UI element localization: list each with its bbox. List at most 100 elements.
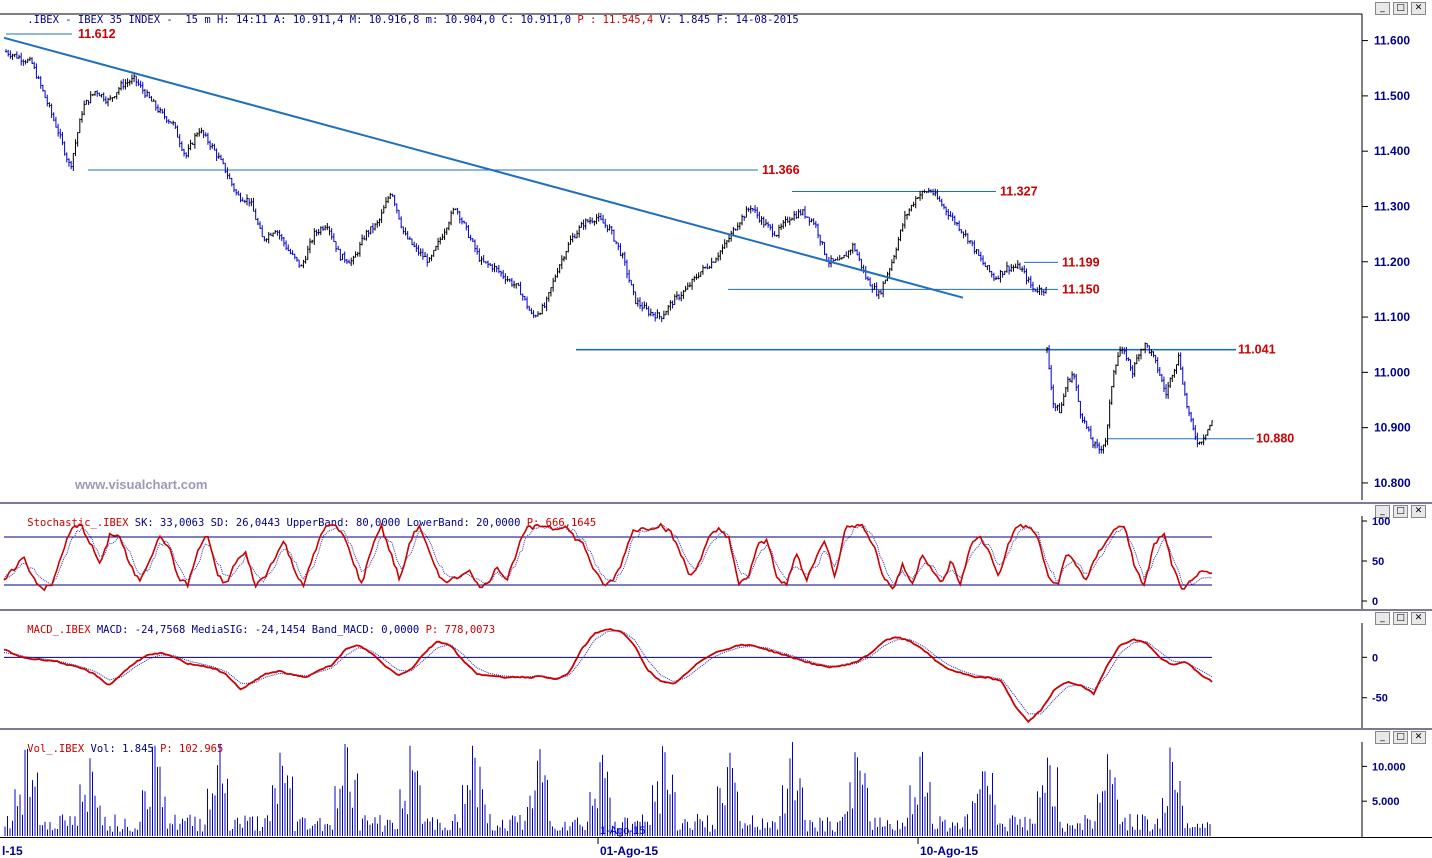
candle — [552, 277, 555, 292]
candle — [452, 207, 455, 215]
candle — [85, 99, 88, 105]
maximize-button[interactable]: □ — [1393, 731, 1408, 744]
candle — [782, 219, 785, 229]
candle — [652, 311, 655, 317]
candle — [193, 132, 196, 149]
candle — [990, 270, 993, 278]
candle — [139, 80, 142, 88]
candle — [986, 265, 989, 271]
candle — [124, 79, 127, 90]
candle — [241, 197, 244, 202]
candle — [76, 132, 79, 147]
candle — [1062, 393, 1065, 407]
candle — [104, 96, 107, 105]
candle — [460, 217, 463, 225]
candle — [556, 267, 559, 278]
stochastic-pane[interactable]: Stochastic_.IBEX SK: 33,0063 SD: 26,0443… — [0, 504, 1432, 609]
candle — [1202, 434, 1205, 446]
candle — [41, 84, 44, 92]
candle — [376, 220, 379, 228]
maximize-button[interactable]: □ — [1393, 505, 1408, 518]
candle — [1089, 425, 1092, 440]
minimize-button[interactable]: _ — [1375, 505, 1390, 518]
stoch-values: SK: 33,0063 SD: 26,0443 UpperBand: 80,00… — [128, 517, 527, 529]
candle — [256, 217, 259, 226]
date-value: F: 14-08-2015 — [716, 14, 799, 26]
candle — [215, 148, 218, 162]
price-pane[interactable]: .IBEX - IBEX 35 INDEX - 15 m H: 14:11 A:… — [0, 0, 1432, 502]
candle — [300, 264, 303, 267]
candle — [573, 233, 576, 239]
candle — [400, 216, 403, 229]
close-value: C: 10.911,0 — [501, 14, 572, 26]
candle — [204, 132, 207, 137]
candle — [397, 209, 400, 220]
stochastic-chart[interactable]: 100 50 0 — [0, 504, 1432, 609]
stoch-p-value: P: 666,1645 — [526, 517, 597, 529]
candle — [130, 74, 133, 85]
candle — [250, 198, 253, 207]
candle — [693, 275, 696, 282]
maximize-button[interactable]: □ — [1393, 612, 1408, 625]
candle — [126, 78, 129, 88]
candle — [100, 93, 103, 98]
candle — [754, 205, 757, 214]
candle — [923, 189, 926, 194]
candle — [382, 205, 385, 214]
candle — [680, 291, 683, 302]
macd-chart[interactable]: 0 -50 — [0, 611, 1432, 728]
volume-chart[interactable]: 10.000 5.000 1-Ago-15 — [0, 730, 1432, 837]
candle — [424, 252, 427, 258]
candle — [788, 216, 791, 226]
price-chart[interactable]: www.visualchart.com 11.600 11.500 11.400 11… — [0, 0, 1432, 502]
candle — [107, 97, 110, 107]
maximize-button[interactable]: □ — [1393, 2, 1408, 15]
candle — [649, 308, 652, 317]
candle — [502, 269, 505, 280]
candle — [599, 213, 602, 221]
candle — [856, 249, 859, 256]
candle — [814, 221, 817, 228]
minimize-button[interactable]: _ — [1375, 2, 1390, 15]
candle — [734, 228, 737, 231]
candle — [1071, 371, 1074, 383]
candle — [947, 208, 950, 220]
candle — [966, 233, 969, 245]
close-button[interactable]: ✕ — [1411, 505, 1426, 518]
candle — [46, 94, 49, 107]
candle — [380, 209, 383, 224]
macd-pane[interactable]: MACD_.IBEX MACD: -24,7568 MediaSIG: -24,… — [0, 611, 1432, 728]
candle — [1081, 413, 1084, 423]
candle — [849, 249, 852, 256]
candle — [799, 209, 802, 216]
candle — [591, 217, 594, 224]
close-button[interactable]: ✕ — [1411, 2, 1426, 15]
candle — [901, 223, 904, 232]
candle — [1208, 424, 1211, 431]
candle — [87, 99, 90, 106]
candle — [817, 223, 820, 239]
candle — [167, 119, 170, 124]
candle — [135, 75, 138, 87]
candle — [352, 255, 355, 265]
vol-values: Vol: 1.845 — [84, 743, 161, 755]
candle — [1108, 399, 1111, 429]
candle — [743, 215, 746, 221]
y-tick-label: -50 — [1372, 693, 1388, 705]
candle — [1131, 365, 1134, 379]
candle — [89, 91, 92, 104]
close-button[interactable]: ✕ — [1411, 731, 1426, 744]
candle — [975, 249, 978, 255]
candle — [977, 249, 980, 257]
candle — [628, 269, 631, 283]
candle — [72, 152, 75, 171]
candle — [777, 224, 780, 239]
candle — [282, 236, 285, 247]
minimize-button[interactable]: _ — [1375, 731, 1390, 744]
volume-pane[interactable]: Vol_.IBEX Vol: 1.845 P: 102.965 _ □ ✕ 10… — [0, 730, 1432, 837]
close-button[interactable]: ✕ — [1411, 612, 1426, 625]
candle — [914, 196, 917, 209]
candle — [541, 303, 544, 315]
minimize-button[interactable]: _ — [1375, 612, 1390, 625]
candle — [495, 265, 498, 273]
